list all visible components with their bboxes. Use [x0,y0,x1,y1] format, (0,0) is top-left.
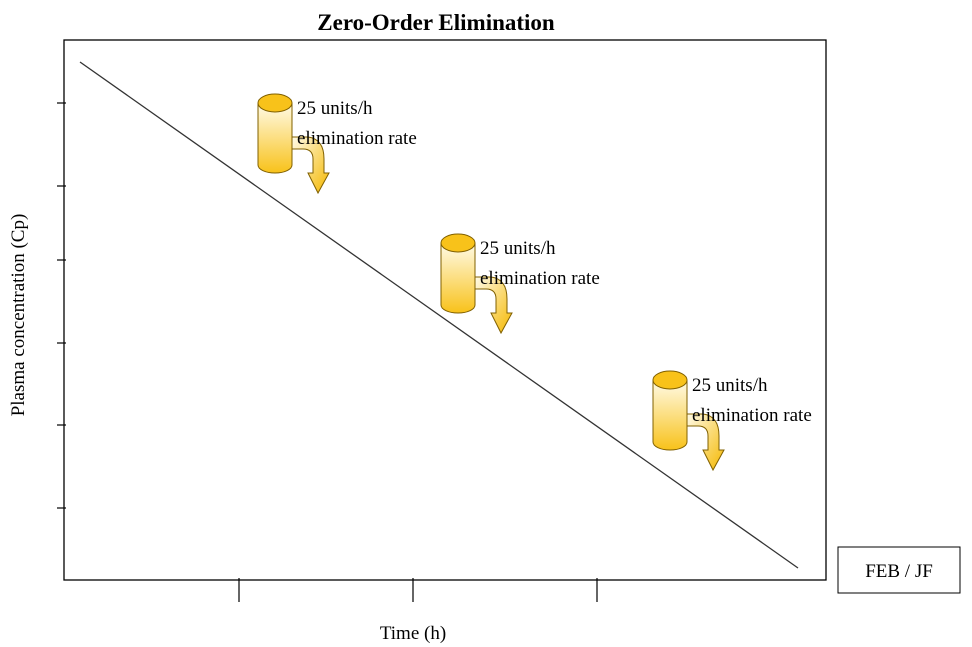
cylinder-body [440,242,476,314]
title: Zero-Order Elimination [317,10,555,35]
signature: FEB / JF [865,561,933,582]
x-axis-label: Time (h) [380,623,446,644]
signature-box [837,546,961,594]
cylinder-top [652,370,688,390]
annotation-text: elimination rate [480,268,600,289]
cylinder-icon [257,93,330,195]
plot-frame [63,39,827,581]
outflow-arrow [686,413,725,472]
y-axis-label: Plasma concentration (Cp) [8,214,29,417]
annotations: 25 units/h elimination rate 25 units/h elim… [257,93,812,472]
cylinder-top [257,93,293,113]
ticks [57,102,598,602]
annotation-text: 25 units/h [297,98,373,119]
annotation-text: 25 units/h [692,375,768,396]
cylinder-body [257,102,293,174]
outflow-arrow [474,276,513,335]
cylinder-body [652,379,688,451]
annotation-text: 25 units/h [480,238,556,259]
annotation-text: elimination rate [297,128,417,149]
annotation-text: elimination rate [692,405,812,426]
cylinder-icon [652,370,725,472]
outflow-arrow [291,136,330,195]
cylinder-icon [440,233,513,335]
elimination-line [79,61,799,569]
cylinder-top [440,233,476,253]
